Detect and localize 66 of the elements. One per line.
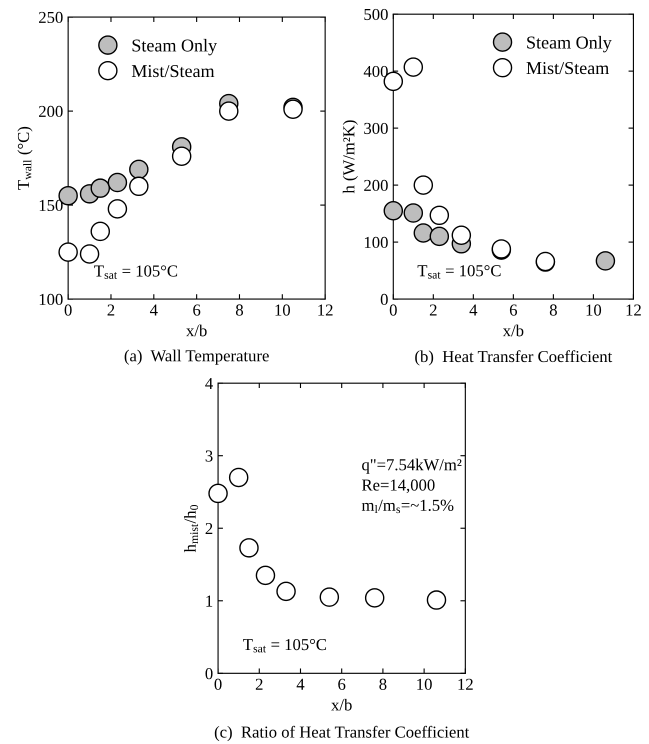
point [404,203,424,223]
annotation: Re=14,000 [362,479,435,494]
x-tick-label: 10 [275,304,290,316]
x-tick-label: 0 [390,304,397,316]
y-tick-label: 2 [206,522,212,534]
x-tick-label: 8 [236,304,244,316]
x-tick-label: 0 [64,304,72,316]
y-tick-label: 200 [39,106,63,118]
text: (a) Wall Temperature [124,350,269,365]
y-tick-label: 100 [40,294,63,306]
x-tick-label: 4 [296,678,304,690]
y-tick-label: 0 [206,668,213,680]
point [172,146,192,166]
annotation: T$_{sat}$ = 105°C [243,638,326,652]
x-tick-label: 6 [510,304,518,316]
legend-label: Steam Only [527,36,612,52]
text: (c) Ratio of Heat Transfer Coefficient [214,726,470,742]
x-tick-label: 12 [458,678,473,690]
x-tick-label: 2 [430,304,437,316]
y-tick-label: 500 [364,8,388,20]
x-tick-label: 6 [338,678,346,690]
y-axis-title: h (W/m²K) [342,120,358,194]
point [219,101,239,121]
x-tick-label: 10 [417,678,432,690]
y-axis-title: T$_{wall}$ (°C) [17,126,33,190]
point [129,160,149,180]
legend-label: Steam Only [132,38,218,56]
y-tick-label: 300 [364,122,388,134]
x-tick-label: 4 [469,304,478,316]
x-tick-label: 8 [379,678,386,690]
y-axis-title: h$_{mist}$/h$_{0}$ [184,504,198,552]
x-tick-label: 4 [150,304,158,316]
point [414,223,434,243]
x-axis-title: x/b [186,324,207,336]
x-tick-label: 6 [193,304,200,316]
point [430,226,450,246]
y-tick-label: 250 [39,12,63,24]
y-tick-label: 400 [364,66,388,78]
y-tick-label: 4 [205,378,213,389]
y-tick-label: 100 [364,236,388,248]
annotation: q"=7.54kW/m² [362,458,462,474]
point [452,226,472,246]
text: (b) Heat Transfer Coefficient [415,350,612,366]
x-tick-label: 12 [626,304,641,316]
point [108,172,128,192]
point [90,178,110,198]
x-tick-label: 12 [318,304,333,316]
legend-label: Mist/Steam [132,65,214,78]
x-tick-label: 10 [586,304,602,316]
y-tick-label: 150 [40,200,63,212]
x-tick-label: 2 [108,304,114,316]
x-axis-title: x/b [502,324,524,336]
x-tick-label: 0 [214,678,222,690]
annotation: T$_{sat}$ = 105°C [94,265,178,279]
point [596,251,616,271]
y-tick-label: 3 [206,450,213,462]
y-tick-label: 1 [206,596,212,607]
legend-label: Mist/Steam [526,62,609,74]
annotation: m$_{l}$/m$_{s}$=~1.5% [362,500,454,514]
point [384,201,404,220]
annotation: T$_{sat}$ = 105°C [418,265,501,279]
x-axis-title: x/b [331,698,352,711]
x-tick-label: 8 [550,304,557,316]
y-tick-label: 0 [380,294,388,306]
y-tick-label: 200 [364,180,388,192]
x-tick-label: 2 [256,678,263,690]
